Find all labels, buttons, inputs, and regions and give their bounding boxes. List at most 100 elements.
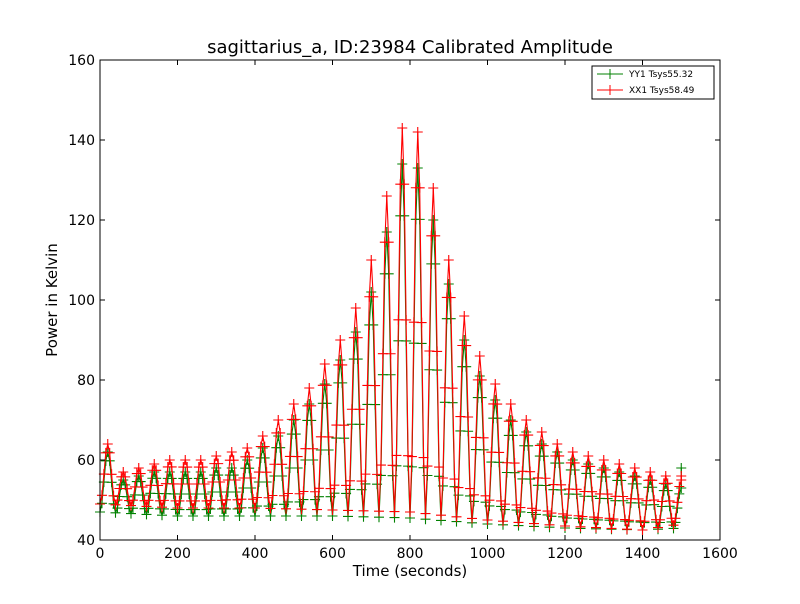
data-point: [600, 464, 611, 475]
data-point: [499, 499, 510, 510]
data-point: [641, 495, 652, 506]
data-point: [265, 503, 276, 514]
data-point: [205, 495, 216, 506]
x-tick-label: 0: [96, 546, 105, 562]
x-tick-label: 1600: [702, 546, 738, 562]
data-point: [356, 476, 367, 487]
data-point: [674, 481, 685, 492]
data-point: [397, 123, 408, 133]
data-point: [556, 479, 567, 490]
data-point: [381, 227, 392, 237]
data-point: [319, 379, 330, 389]
data-point: [290, 429, 301, 440]
data-point: [267, 490, 278, 501]
data-point: [244, 451, 255, 462]
data-point: [653, 522, 663, 533]
data-point: [592, 512, 603, 523]
data-point: [313, 483, 324, 494]
data-point: [463, 412, 474, 422]
x-tick-label: 600: [319, 546, 346, 562]
data-point: [358, 505, 369, 516]
data-point: [135, 468, 146, 479]
series-xx1: [95, 123, 687, 535]
data-point: [432, 346, 443, 357]
data-point: [321, 380, 332, 391]
data-point: [112, 495, 123, 506]
data-point: [344, 475, 355, 486]
data-point: [538, 440, 549, 451]
data-point: [577, 511, 588, 522]
data-point: [647, 475, 658, 486]
y-tick-label: 60: [77, 453, 95, 469]
data-point: [228, 470, 239, 481]
data-point: [335, 335, 346, 345]
data-point: [569, 457, 580, 468]
data-point: [412, 127, 423, 137]
data-point: [244, 463, 255, 474]
data-point: [277, 459, 288, 470]
data-point: [219, 503, 229, 513]
data-point: [174, 504, 185, 515]
data-point: [230, 487, 241, 497]
data-point: [257, 431, 268, 441]
data-point: [608, 514, 619, 525]
data-point: [366, 287, 377, 297]
data-point: [430, 230, 441, 241]
data-point: [436, 510, 446, 521]
data-point: [585, 461, 596, 472]
data-point: [164, 455, 175, 465]
data-point: [476, 374, 487, 385]
legend-marker-xx1: [605, 85, 615, 95]
data-point: [158, 495, 169, 506]
data-point: [492, 399, 503, 410]
data-point: [428, 183, 439, 193]
data-point: [662, 478, 673, 489]
data-point: [521, 415, 532, 425]
data-point: [560, 521, 570, 531]
data-point: [251, 492, 262, 503]
data-point: [242, 443, 253, 453]
data-point: [122, 483, 133, 494]
data-point: [354, 404, 365, 415]
data-point: [428, 215, 439, 225]
data-point: [281, 503, 291, 514]
data-point: [195, 467, 206, 477]
data-point: [366, 255, 377, 265]
data-point: [133, 463, 144, 473]
legend-marker-yy1: [605, 69, 615, 79]
data-point: [195, 455, 206, 465]
data-point: [530, 505, 541, 516]
data-point: [536, 439, 547, 449]
data-point: [172, 503, 183, 513]
data-point: [141, 501, 152, 512]
data-point: [267, 499, 278, 510]
data-point: [405, 507, 415, 517]
data-point: [445, 292, 456, 303]
data-point: [180, 455, 191, 465]
data-point: [540, 473, 551, 484]
data-point: [166, 473, 177, 484]
data-point: [180, 467, 191, 477]
data-point: [143, 495, 154, 506]
legend: YY1 Tsys55.32 XX1 Tsys58.49: [591, 65, 715, 100]
data-point: [552, 439, 563, 449]
data-point: [306, 400, 317, 411]
data-point: [637, 525, 648, 535]
data-point: [668, 520, 679, 531]
data-point: [614, 459, 625, 469]
data-point: [546, 508, 557, 519]
data-point: [370, 380, 381, 391]
data-point: [505, 415, 516, 425]
data-point: [211, 451, 222, 461]
data-point: [660, 471, 671, 481]
y-tick-label: 40: [77, 533, 95, 549]
data-point: [434, 462, 445, 473]
data-point: [412, 163, 423, 173]
data-point: [633, 493, 644, 504]
data-point: [401, 314, 412, 325]
data-point: [337, 359, 348, 370]
data-point: [350, 327, 361, 337]
data-point: [226, 463, 237, 473]
